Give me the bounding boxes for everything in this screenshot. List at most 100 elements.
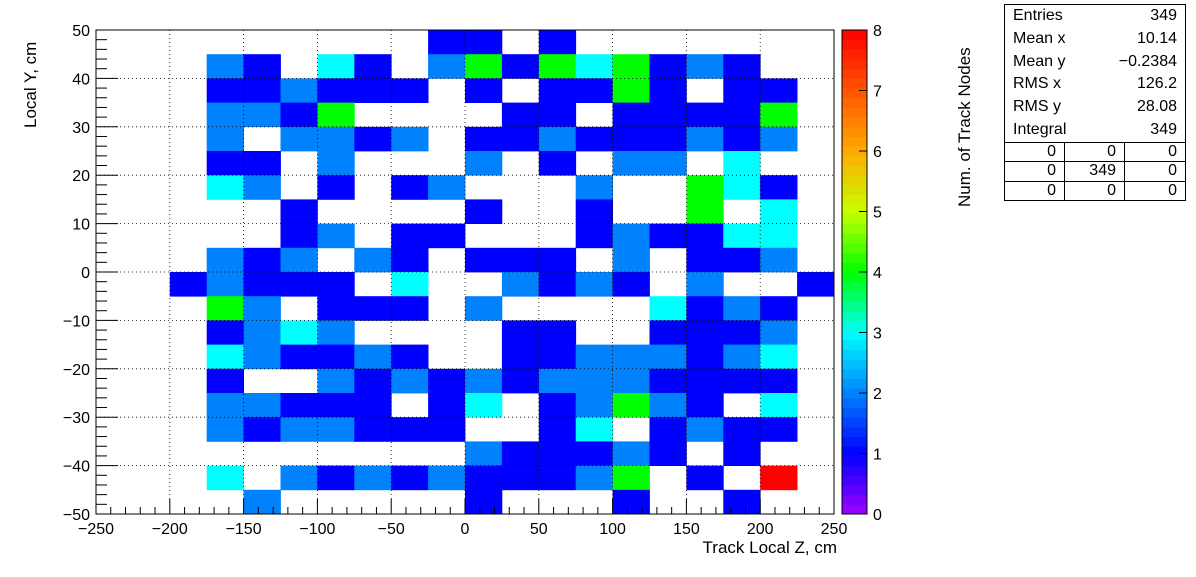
heatmap-cell [575, 223, 613, 249]
heatmap-cell [243, 175, 281, 200]
overflow-cell: 349 [1065, 162, 1125, 182]
heatmap-cell [575, 344, 613, 370]
color-scale-swatch [842, 272, 867, 283]
overflow-cell: 0 [1005, 142, 1065, 163]
heatmap-cell [465, 199, 503, 224]
heatmap-cell [575, 175, 613, 200]
heatmap-cell [538, 102, 577, 128]
color-scale-swatch [842, 359, 867, 370]
y-tick-label: 30 [72, 120, 90, 137]
color-scale-swatch [842, 194, 867, 205]
heatmap-cell [243, 393, 281, 418]
heatmap-cell [686, 296, 724, 321]
heatmap-cell [465, 465, 503, 491]
color-scale-swatch [842, 504, 867, 515]
heatmap-cell [723, 441, 761, 466]
heatmap-cell [391, 465, 429, 491]
y-tick-label: −50 [63, 507, 90, 524]
heatmap-cell [575, 272, 613, 297]
stats-value: 349 [1150, 120, 1177, 138]
color-scale-swatch [842, 301, 867, 312]
color-scale-swatch [842, 291, 867, 302]
color-scale-swatch [842, 184, 867, 196]
heatmap-cell [612, 78, 650, 103]
heatmap-cell [760, 393, 798, 418]
heatmap-cell [465, 30, 503, 55]
heatmap-cell [317, 272, 355, 297]
heatmap-cell [649, 368, 687, 394]
color-scale-swatch [842, 262, 867, 273]
heatmap-cell [280, 393, 318, 418]
heatmap-cell [243, 272, 281, 297]
heatmap-cell [649, 344, 687, 370]
x-axis: −250 −200 −150 −100 −50 0 50 100 150 200 250 [78, 499, 847, 538]
heatmap-cell [465, 489, 503, 515]
color-scale-label: Num. of Track Nodes [955, 47, 974, 207]
heatmap-cell [538, 78, 577, 103]
heatmap-cell [465, 54, 503, 79]
heatmap-cell [206, 368, 244, 394]
heatmap-cell [575, 199, 613, 224]
heatmap-cell [428, 393, 466, 418]
x-tick-label: −150 [226, 521, 262, 538]
heatmap-cell [317, 126, 355, 152]
heatmap-cell [391, 126, 429, 152]
stats-entries-row: Entries 349 [1005, 5, 1185, 28]
heatmap-cell [317, 368, 355, 394]
heatmap-cell [612, 272, 650, 297]
heatmap-cell [280, 320, 318, 345]
color-scale-swatch [842, 339, 867, 350]
heatmap-cell [686, 344, 724, 370]
heatmap-cell [501, 465, 540, 491]
color-scale-swatch [842, 117, 867, 128]
y-axis-label: Local Y, cm [21, 42, 40, 128]
color-scale-tick-label: 6 [873, 144, 882, 161]
stats-value: 126.2 [1136, 75, 1177, 93]
heatmap-cell [686, 223, 724, 249]
gridlines [96, 30, 834, 514]
x-tick-label: 150 [673, 521, 700, 538]
heatmap-cell [354, 368, 392, 394]
heatmap-cell [649, 296, 687, 321]
heatmap-cell [723, 54, 761, 79]
overflow-cell: 0 [1005, 162, 1065, 182]
heatmap-cell [538, 30, 577, 55]
heatmap-cell [391, 78, 429, 103]
heatmap-cell [538, 272, 577, 297]
heatmap-cell [686, 126, 724, 152]
heatmap-cell [649, 441, 687, 466]
heatmap-cell [686, 175, 724, 200]
heatmap-cell [354, 417, 392, 442]
heatmap-cell [649, 102, 687, 128]
color-scale-swatch [842, 30, 867, 41]
heatmap-cell [760, 296, 798, 321]
heatmap-cell [612, 54, 650, 79]
heatmap-cell [760, 320, 798, 345]
heatmap-cell [686, 465, 724, 491]
heatmap-cell [501, 441, 540, 466]
heatmap-cell [206, 320, 244, 345]
y-tick-label: 20 [72, 168, 90, 185]
heatmap-cell [649, 54, 687, 79]
y-tick-label: 0 [81, 265, 90, 282]
color-scale-swatch [842, 484, 867, 496]
heatmap-cell [538, 368, 577, 394]
y-tick-label: −10 [63, 313, 90, 330]
heatmap-cell [354, 54, 392, 79]
heatmap-cell [612, 223, 650, 249]
x-tick-label: −250 [78, 521, 114, 538]
x-tick-label: 200 [747, 521, 774, 538]
heatmap-cell [243, 102, 281, 128]
heatmap-cell [317, 393, 355, 418]
color-scale-tick-label: 4 [873, 265, 882, 282]
heatmap-cell [317, 344, 355, 370]
heatmap-cell [501, 247, 540, 273]
heatmap-cell [465, 441, 503, 466]
x-tick-label: −50 [378, 521, 405, 538]
color-scale-swatch [842, 39, 867, 50]
heatmap-cell [760, 465, 798, 491]
color-scale-swatch [842, 49, 867, 60]
stats-label: Mean y [1013, 52, 1066, 70]
heatmap-cell [317, 102, 355, 128]
color-scale: 0 1 2 3 4 5 6 7 8 [841, 23, 882, 524]
